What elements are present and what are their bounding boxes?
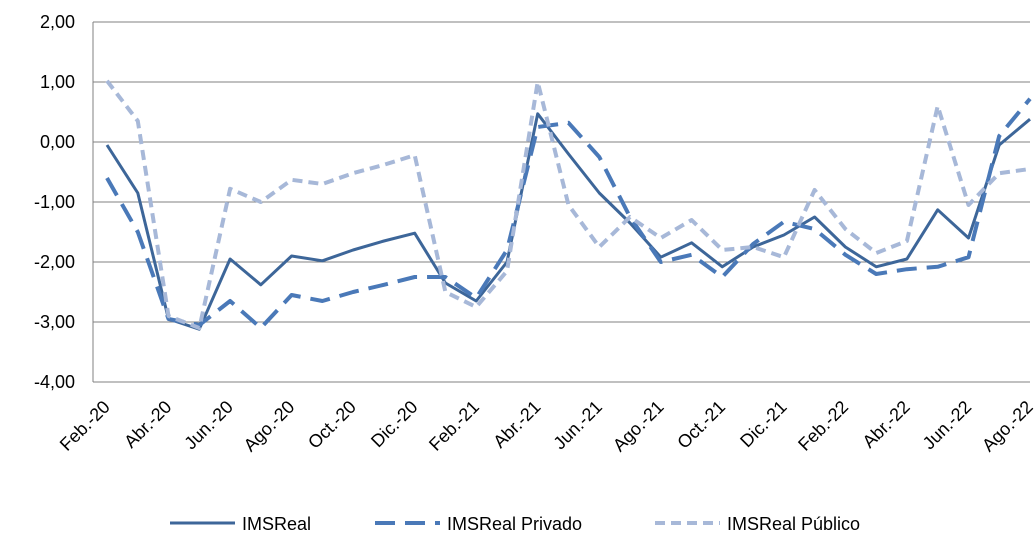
series-line bbox=[105, 97, 1032, 330]
x-tick-label: Jun.-21 bbox=[549, 397, 606, 454]
series-line bbox=[105, 79, 1031, 330]
legend-label: IMSReal Privado bbox=[447, 514, 582, 534]
x-tick-label: Feb.-22 bbox=[794, 397, 852, 455]
legend-label: IMSReal Público bbox=[727, 514, 860, 534]
x-tick-label: Abr.-21 bbox=[489, 397, 544, 452]
x-tick-label: Jun.-20 bbox=[180, 397, 237, 454]
x-tick-label: Oct.-21 bbox=[673, 397, 729, 453]
y-tick-label: -4,00 bbox=[34, 372, 75, 392]
x-tick-label: Ago.-22 bbox=[978, 397, 1035, 456]
y-tick-label: -3,00 bbox=[34, 312, 75, 332]
x-tick-label: Ago.-21 bbox=[609, 397, 668, 456]
y-tick-label: -1,00 bbox=[34, 192, 75, 212]
legend-label: IMSReal bbox=[242, 514, 311, 534]
x-tick-label: Abr.-20 bbox=[120, 397, 175, 452]
series-line bbox=[105, 112, 1031, 331]
x-tick-label: Jun.-22 bbox=[919, 397, 976, 454]
y-tick-label: 0,00 bbox=[40, 132, 75, 152]
x-tick-label: Ago.-20 bbox=[240, 397, 299, 456]
x-tick-label: Dic.-20 bbox=[367, 397, 421, 451]
x-tick-label: Feb.-21 bbox=[425, 397, 483, 455]
y-tick-label: 2,00 bbox=[40, 12, 75, 32]
x-tick-label: Feb.-20 bbox=[56, 397, 114, 455]
x-tick-label: Oct.-20 bbox=[304, 397, 360, 453]
x-tick-label: Abr.-22 bbox=[859, 397, 914, 452]
y-tick-label: 1,00 bbox=[40, 72, 75, 92]
y-tick-label: -2,00 bbox=[34, 252, 75, 272]
x-tick-label: Dic.-21 bbox=[736, 397, 790, 451]
